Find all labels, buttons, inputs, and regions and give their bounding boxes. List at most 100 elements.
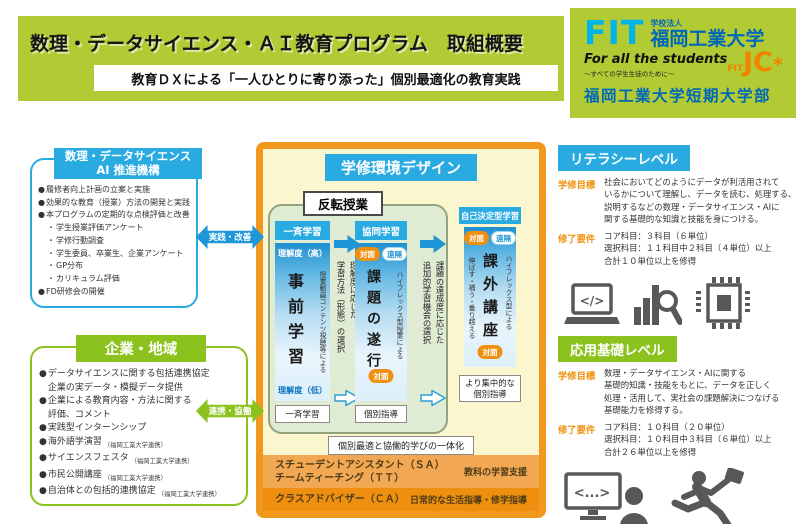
support-band2-description: 日常的な生活指導・修学指導 xyxy=(409,496,527,506)
applied-basic-level-section: 応用基礎レベル 学修目標 数理・データサイエンス・AIに関する 基礎的知識・技能… xyxy=(558,336,798,524)
list-item-text: 海外語学演習 xyxy=(47,436,102,447)
open-right-arrow-icon xyxy=(420,389,446,407)
list-item: ・ 学生授業評価アンケート xyxy=(38,222,192,235)
code-glyph: </> xyxy=(580,294,605,308)
remote-badge: 遠隔 xyxy=(491,231,516,245)
company-region-list: ● データサイエンスに関する包括連携協定 企業の実データ・模擬データ提供 ● 企… xyxy=(32,368,246,502)
transition-method-selection: 理解度に応じた 学習方法（形態）の選択 xyxy=(332,235,362,407)
column-collaborative-learning: 協同学習 対面 遠隔 課題の遂行 ハイフレックス型授業による 対面 個別指導 xyxy=(355,221,407,423)
company-region-title: 企業・地域 xyxy=(76,335,206,362)
jc-text: JC xyxy=(742,47,773,78)
list-item-note: （福岡工業大学連携） xyxy=(103,474,167,482)
bullet-icon: ● xyxy=(39,486,47,496)
promotion-title-line1: 数理・データサイエンス xyxy=(64,149,192,163)
column2-side-text: ハイフレックス型授業による xyxy=(395,271,403,360)
university-name: 学校法人 福岡工業大学 xyxy=(650,18,764,49)
column3-panel: 対面 遠隔 伸ばす・補う・乗り越える 課外講座 ハイフレックス型による 対面 xyxy=(464,227,516,367)
column1-footer: 一斉学習 xyxy=(275,405,330,423)
column-self-determined-learning: 自己決定型学習 対面 遠隔 伸ばす・補う・乗り越える 課外講座 ハイフレックス型… xyxy=(459,207,521,402)
applied-basic-level-title: 応用基礎レベル xyxy=(558,336,677,362)
slogan-row: For all the students ～すべての学生生徒のために～ FITJ… xyxy=(584,49,784,80)
promotion-list: ● 履修者向上計画の立案と実施 ● 効果的な教育（授業）方法の開発と実践 ● 本… xyxy=(32,184,196,298)
university-name-text: 福岡工業大学 xyxy=(650,28,765,50)
bullet-icon: ● xyxy=(39,469,47,480)
support-band1-description: 教科の学習支援 xyxy=(463,468,527,478)
promotion-organization-box: 数理・データサイエンス AI 推進機構 ● 履修者向上計画の立案と実施 ● 効果… xyxy=(30,148,202,308)
literacy-level-section: リテラシーレベル 学修目標 社会においてどのようにデータが利活用されて いるかに… xyxy=(558,145,798,330)
code-glyph: <...> xyxy=(574,486,611,501)
bullet-icon: ● xyxy=(39,396,47,406)
list-item-text: 企業による教育内容・方法に関する 評価、コメント xyxy=(47,396,192,420)
list-item: ● 実践型インターンシップ xyxy=(39,422,242,436)
list-item-text: データサイエンスに関する包括連携協定 企業の実データ・模擬データ提供 xyxy=(47,369,210,393)
right-arrow-icon xyxy=(420,235,446,253)
list-item: ● 企業による教育内容・方法に関する 評価、コメント xyxy=(39,395,242,422)
goal-label: 学修目標 xyxy=(558,180,596,191)
promotion-title-line2: AI 推進機構 xyxy=(96,162,160,177)
title-banner: 数理・データサイエンス・ＡＩ教育プログラム 取組概要 教育ＤＸによる「一人ひとり… xyxy=(18,16,564,101)
laptop-code-icon: </> xyxy=(564,283,620,325)
bullet-icon: ・ xyxy=(47,273,55,283)
list-item: ● 履修者向上計画の立案と実施 xyxy=(38,184,192,197)
corporation-type: 学校法人 xyxy=(650,19,683,28)
list-item: ● 市民公開講座 （福岡工業大学連携） xyxy=(39,469,242,486)
list-item-text: 学修行動調査 xyxy=(56,235,104,245)
list-item-note: （福岡工業大学連携） xyxy=(157,491,221,498)
bullet-icon: ● xyxy=(39,369,47,379)
list-item-text: 本プログラムの定期的な点検評価と改善 xyxy=(45,210,190,220)
bullet-icon: ● xyxy=(38,286,45,296)
collaboration-arrow: 連携・協働 xyxy=(196,399,264,423)
column1-panel: 理解度（高） 事前学習 授業動画コンテンツ視聴等による 理解度（低） xyxy=(275,243,330,401)
column3-footer: より集中的な個別指導 xyxy=(459,375,521,402)
literacy-level-title: リテラシーレベル xyxy=(558,145,690,171)
list-item-text: 履修者向上計画の立案と実施 xyxy=(45,185,150,194)
transition1-text: 理解度に応じた 学習方法（形態）の選択 xyxy=(336,261,359,353)
applied-requirements-row: 修了要件 コア科目：１０科目（２０単位） 選択科目：１０科目中３科目（６単位）以… xyxy=(558,421,798,458)
list-item-text: カリキュラム評価 xyxy=(56,273,120,283)
applied-goal-text: 数理・データサイエンス・AIに関する 基礎的知識・技能をもとに、データを正しく … xyxy=(604,368,780,415)
remote-badge: 遠隔 xyxy=(382,247,407,261)
column2-tab: 協同学習 xyxy=(355,221,407,240)
bar-chart-magnifier-icon xyxy=(634,285,682,326)
junior-college-name: 福岡工業大学短期大学部 xyxy=(584,87,772,105)
applied-icons: <...> xyxy=(564,468,798,524)
list-item-text: 市民公開講座 xyxy=(47,469,102,480)
literacy-goal-row: 学修目標 社会においてどのようにデータが利活用されて いるかについて理解し、デー… xyxy=(558,176,798,225)
bullet-icon: ● xyxy=(38,197,45,207)
monitor-code-person-icon: <...> xyxy=(564,472,648,524)
running-person-briefcase-icon xyxy=(671,468,744,524)
slogan: For all the students ～すべての学生生徒のために～ xyxy=(584,52,727,78)
list-item-text: FD研修会の開催 xyxy=(45,286,105,296)
bullet-icon: ・ xyxy=(47,235,55,245)
transition2-text: 課題の達成度に応じた 追加的学習機会の選択 xyxy=(422,261,445,344)
requirements-label: 修了要件 xyxy=(558,425,596,437)
university-logo-block: FIT 学校法人 福岡工業大学 For all the students ～すべ… xyxy=(570,8,796,118)
page-subtitle-text: 教育ＤＸによる「一人ひとりに寄り添った」個別最適化の教育実践 xyxy=(131,72,521,88)
list-item: ・ GP分布 xyxy=(38,260,192,273)
bullet-icon: ・ xyxy=(47,248,55,258)
bullet-icon: ● xyxy=(38,185,45,194)
list-item: ● 海外語学演習 （福岡工業大学連携） xyxy=(39,436,242,453)
column2-footer: 個別指導 xyxy=(355,405,407,423)
bullet-icon: ● xyxy=(39,436,47,447)
bullet-icon: ・ xyxy=(47,223,55,233)
list-item-note: （福岡工業大学連携） xyxy=(103,441,167,449)
list-item: ● FD研修会の開催 xyxy=(38,286,192,299)
literacy-requirements-text: コア科目：３科目（６単位） 選択科目：１１科目中２科目（４単位）以上 合計１０単… xyxy=(604,231,772,266)
face-to-face-badge: 対面 xyxy=(368,369,394,383)
practice-improve-arrow: 実践・改善 xyxy=(196,225,264,249)
support-band1-roles: スチューデントアシスタント（ＳＡ） チームティーチング（ＴＴ） xyxy=(275,459,445,484)
list-item-text: 学生委員、卒業生、企業アンケート xyxy=(56,248,184,258)
list-item: ● 効果的な教育（授業）方法の開発と実践 xyxy=(38,197,192,210)
list-item: ● 自治体との包括的連携協定 （福岡工業大学連携） xyxy=(39,485,242,502)
list-item: ・ 学修行動調査 xyxy=(38,235,192,248)
list-item-note: （福岡工業大学連携） xyxy=(130,458,194,465)
cpu-chip-icon xyxy=(696,277,750,330)
column2-main-text: 課題の遂行 xyxy=(365,269,381,374)
column1-main-text: 事前学習 xyxy=(285,273,304,373)
column3-right-side-text: ハイフレックス型による xyxy=(504,255,512,330)
face-to-face-badge: 対面 xyxy=(355,247,380,261)
page-title: 数理・データサイエンス・ＡＩ教育プログラム 取組概要 xyxy=(30,33,523,55)
fit-logo-row: FIT 学校法人 福岡工業大学 xyxy=(584,16,784,49)
